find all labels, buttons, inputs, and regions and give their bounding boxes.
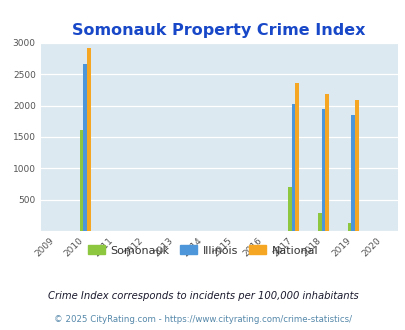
Legend: Somonauk, Illinois, National: Somonauk, Illinois, National: [83, 241, 322, 260]
Title: Somonauk Property Crime Index: Somonauk Property Crime Index: [72, 22, 365, 38]
Bar: [295, 83, 298, 231]
Bar: [321, 109, 324, 231]
Bar: [288, 187, 291, 231]
Bar: [354, 100, 358, 231]
Bar: [291, 104, 295, 231]
Bar: [87, 48, 90, 231]
Bar: [83, 64, 87, 231]
Text: Crime Index corresponds to incidents per 100,000 inhabitants: Crime Index corresponds to incidents per…: [47, 291, 358, 301]
Bar: [351, 115, 354, 231]
Bar: [80, 130, 83, 231]
Bar: [317, 214, 321, 231]
Bar: [347, 223, 351, 231]
Bar: [324, 94, 328, 231]
Text: © 2025 CityRating.com - https://www.cityrating.com/crime-statistics/: © 2025 CityRating.com - https://www.city…: [54, 315, 351, 324]
